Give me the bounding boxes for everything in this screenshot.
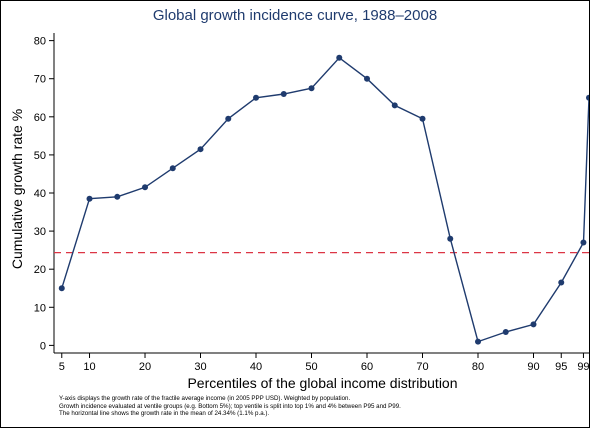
y-tick-label: 0 [40,340,46,352]
data-point [502,329,509,336]
y-tick-label: 30 [34,226,46,238]
data-point [169,165,176,172]
data-point [419,115,426,122]
x-tick-label: 30 [194,361,206,373]
series-layer [58,54,589,345]
x-tick-label: 99 [577,361,589,373]
data-point [197,146,204,153]
data-point [586,94,589,101]
series-line [61,56,589,343]
x-tick-label: 95 [555,361,567,373]
x-tick-label: 90 [527,361,539,373]
data-point [86,195,93,202]
x-tick-label: 50 [305,361,317,373]
note-line: The horizontal line shows the growth rat… [59,410,270,418]
data-point [225,115,232,122]
x-tick-label: 40 [250,361,262,373]
data-point [308,85,315,92]
data-point [580,239,587,246]
data-point [558,279,565,286]
data-point [364,75,371,82]
x-tick-label: 10 [83,361,95,373]
x-axis-ticks: 5 10 20 30 40 50 60 70 80 90 95 99 [59,353,589,373]
x-axis-label: Percentiles of the global income distrib… [187,375,458,391]
x-tick-label: 20 [139,361,151,373]
data-point [336,54,343,61]
data-point [253,94,260,101]
y-tick-label: 40 [34,188,46,200]
y-tick-label: 50 [34,150,46,162]
y-tick-label: 70 [34,74,46,86]
chart-title: Global growth incidence curve, 1988–2008 [152,7,438,24]
y-tick-label: 20 [34,264,46,276]
chart-note: Y-axis displays the growth rate of the f… [59,395,584,418]
note-line: Y-axis displays the growth rate of the f… [59,395,351,402]
y-axis-ticks: 0 10 20 30 40 50 60 70 80 [34,36,54,352]
x-tick-label: 60 [361,361,373,373]
data-point [391,102,398,109]
y-axis-label: Cumulative growth rate % [9,108,25,270]
x-tick-label: 80 [472,361,484,373]
x-tick-label: 70 [416,361,428,373]
data-point [280,90,287,97]
data-point [530,321,537,328]
y-tick-label: 60 [34,112,46,124]
y-tick-label: 10 [34,302,46,314]
note-line: Growth incidence evaluated at ventile gr… [59,402,401,410]
y-tick-label: 80 [34,36,46,48]
x-tick-label: 5 [59,361,65,373]
data-point [58,285,65,292]
data-point [142,184,149,191]
data-point [114,193,121,200]
data-point [447,235,454,242]
data-point [475,338,482,345]
